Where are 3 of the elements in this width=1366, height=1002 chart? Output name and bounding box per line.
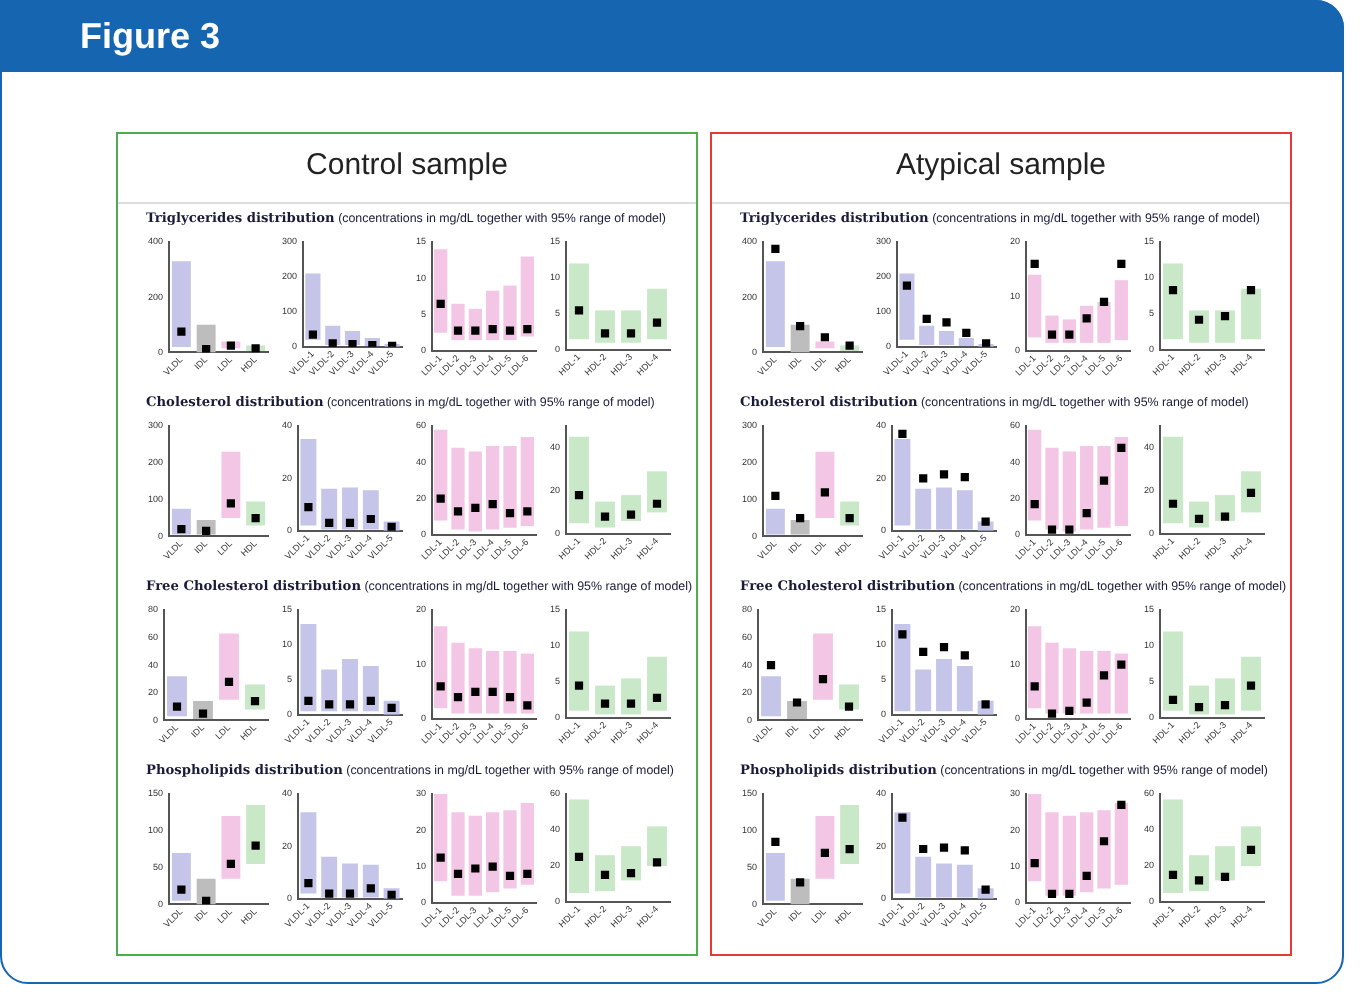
text: Control sample xyxy=(118,134,696,204)
text: Atypical sample xyxy=(712,134,1290,204)
text: Figure 3 xyxy=(0,0,1344,72)
